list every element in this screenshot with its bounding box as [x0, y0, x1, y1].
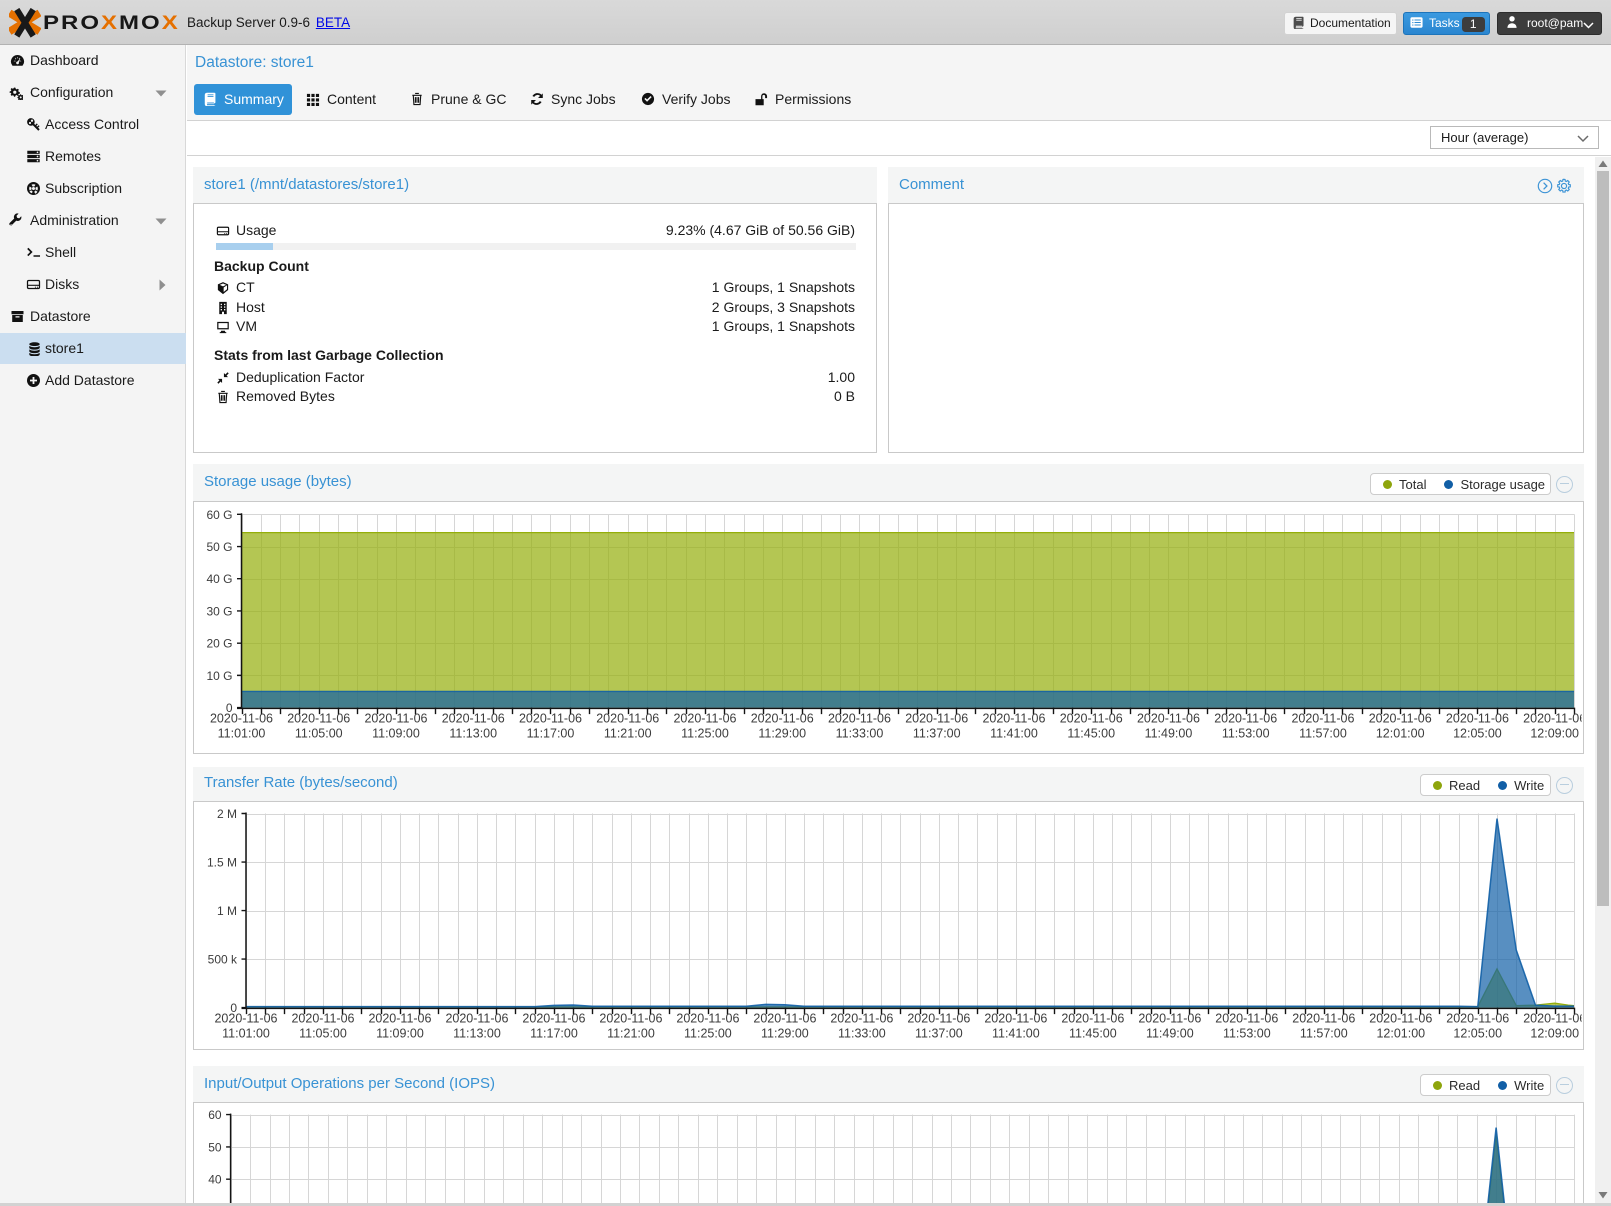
svg-text:11:09:00: 11:09:00 — [376, 1027, 424, 1041]
svg-text:1 M: 1 M — [217, 904, 237, 918]
svg-text:50: 50 — [208, 1140, 222, 1154]
svg-text:11:25:00: 11:25:00 — [681, 727, 729, 741]
svg-text:2020-11-06: 2020-11-06 — [830, 1012, 893, 1026]
svg-text:11:49:00: 11:49:00 — [1145, 727, 1193, 741]
svg-text:2020-11-06: 2020-11-06 — [596, 712, 659, 726]
svg-text:11:53:00: 11:53:00 — [1223, 1027, 1271, 1041]
svg-text:12:01:00: 12:01:00 — [1376, 1027, 1425, 1041]
svg-text:11:09:00: 11:09:00 — [372, 727, 420, 741]
svg-text:2020-11-06: 2020-11-06 — [984, 1012, 1047, 1026]
svg-text:11:37:00: 11:37:00 — [915, 1027, 963, 1041]
svg-text:2020-11-06: 2020-11-06 — [676, 1012, 739, 1026]
svg-text:11:33:00: 11:33:00 — [838, 1027, 886, 1041]
svg-text:11:13:00: 11:13:00 — [453, 1027, 501, 1041]
svg-text:11:25:00: 11:25:00 — [684, 1027, 732, 1041]
svg-text:2020-11-06: 2020-11-06 — [751, 712, 814, 726]
svg-text:12:09:00: 12:09:00 — [1530, 1027, 1579, 1041]
svg-text:11:33:00: 11:33:00 — [836, 727, 884, 741]
svg-text:10 G: 10 G — [206, 669, 232, 683]
svg-text:11:29:00: 11:29:00 — [761, 1027, 809, 1041]
svg-text:12:09:00: 12:09:00 — [1530, 727, 1579, 741]
svg-text:11:45:00: 11:45:00 — [1067, 727, 1115, 741]
svg-text:2020-11-06: 2020-11-06 — [1137, 712, 1200, 726]
svg-text:2 M: 2 M — [217, 807, 237, 821]
svg-text:2020-11-06: 2020-11-06 — [982, 712, 1045, 726]
svg-text:11:49:00: 11:49:00 — [1146, 1027, 1194, 1041]
svg-text:2020-11-06: 2020-11-06 — [1446, 712, 1509, 726]
svg-text:2020-11-06: 2020-11-06 — [522, 1012, 585, 1026]
svg-text:2020-11-06: 2020-11-06 — [210, 712, 273, 726]
svg-text:0: 0 — [230, 1001, 237, 1015]
svg-text:30 G: 30 G — [206, 604, 232, 618]
svg-text:2020-11-06: 2020-11-06 — [1138, 1012, 1201, 1026]
svg-text:2020-11-06: 2020-11-06 — [368, 1012, 431, 1026]
svg-text:11:21:00: 11:21:00 — [607, 1027, 655, 1041]
svg-text:2020-11-06: 2020-11-06 — [1060, 712, 1123, 726]
svg-text:11:21:00: 11:21:00 — [604, 727, 652, 741]
svg-text:2020-11-06: 2020-11-06 — [364, 712, 427, 726]
svg-text:40 G: 40 G — [206, 572, 232, 586]
svg-text:11:45:00: 11:45:00 — [1069, 1027, 1117, 1041]
svg-text:60: 60 — [208, 1108, 222, 1122]
svg-text:2020-11-06: 2020-11-06 — [905, 712, 968, 726]
svg-text:11:53:00: 11:53:00 — [1222, 727, 1270, 741]
svg-text:11:05:00: 11:05:00 — [299, 1027, 347, 1041]
svg-text:2020-11-06: 2020-11-06 — [1061, 1012, 1124, 1026]
svg-text:2020-11-06: 2020-11-06 — [1215, 1012, 1278, 1026]
svg-text:2020-11-06: 2020-11-06 — [1214, 712, 1277, 726]
svg-text:11:13:00: 11:13:00 — [449, 727, 497, 741]
svg-text:2020-11-06: 2020-11-06 — [907, 1012, 970, 1026]
svg-text:2020-11-06: 2020-11-06 — [445, 1012, 508, 1026]
svg-text:2020-11-06: 2020-11-06 — [828, 712, 891, 726]
svg-text:11:29:00: 11:29:00 — [758, 727, 806, 741]
svg-text:2020-11-06: 2020-11-06 — [519, 712, 582, 726]
svg-text:12:05:00: 12:05:00 — [1453, 1027, 1502, 1041]
svg-text:11:01:00: 11:01:00 — [218, 727, 266, 741]
svg-text:11:57:00: 11:57:00 — [1300, 1027, 1348, 1041]
svg-text:2020-11-06: 2020-11-06 — [1369, 712, 1432, 726]
svg-text:2020-11-06: 2020-11-06 — [753, 1012, 816, 1026]
svg-text:11:17:00: 11:17:00 — [527, 727, 575, 741]
svg-text:50 G: 50 G — [206, 540, 232, 554]
svg-text:500 k: 500 k — [208, 953, 238, 967]
svg-text:2020-11-06: 2020-11-06 — [1446, 1012, 1509, 1026]
svg-text:2020-11-06: 2020-11-06 — [1292, 1012, 1355, 1026]
svg-text:40: 40 — [208, 1173, 222, 1187]
svg-text:11:41:00: 11:41:00 — [992, 1027, 1040, 1041]
svg-text:2020-11-06: 2020-11-06 — [214, 1012, 277, 1026]
svg-text:0: 0 — [226, 701, 233, 715]
svg-text:11:05:00: 11:05:00 — [295, 727, 343, 741]
svg-text:12:01:00: 12:01:00 — [1376, 727, 1425, 741]
svg-text:2020-11-06: 2020-11-06 — [287, 712, 350, 726]
svg-text:1.5 M: 1.5 M — [207, 856, 237, 870]
svg-text:20 G: 20 G — [206, 637, 232, 651]
svg-text:11:41:00: 11:41:00 — [990, 727, 1038, 741]
svg-text:2020-11-06: 2020-11-06 — [291, 1012, 354, 1026]
svg-text:60 G: 60 G — [206, 508, 232, 522]
svg-text:2020-11-06: 2020-11-06 — [673, 712, 736, 726]
svg-text:2020-11-06: 2020-11-06 — [1291, 712, 1354, 726]
svg-text:11:57:00: 11:57:00 — [1299, 727, 1347, 741]
svg-text:2020-11-06: 2020-11-06 — [1523, 1012, 1583, 1026]
svg-text:11:01:00: 11:01:00 — [222, 1027, 270, 1041]
svg-text:11:17:00: 11:17:00 — [530, 1027, 578, 1041]
svg-text:2020-11-06: 2020-11-06 — [1523, 712, 1583, 726]
svg-text:11:37:00: 11:37:00 — [913, 727, 961, 741]
svg-text:12:05:00: 12:05:00 — [1453, 727, 1502, 741]
svg-text:2020-11-06: 2020-11-06 — [1369, 1012, 1432, 1026]
svg-text:2020-11-06: 2020-11-06 — [599, 1012, 662, 1026]
svg-text:2020-11-06: 2020-11-06 — [442, 712, 505, 726]
